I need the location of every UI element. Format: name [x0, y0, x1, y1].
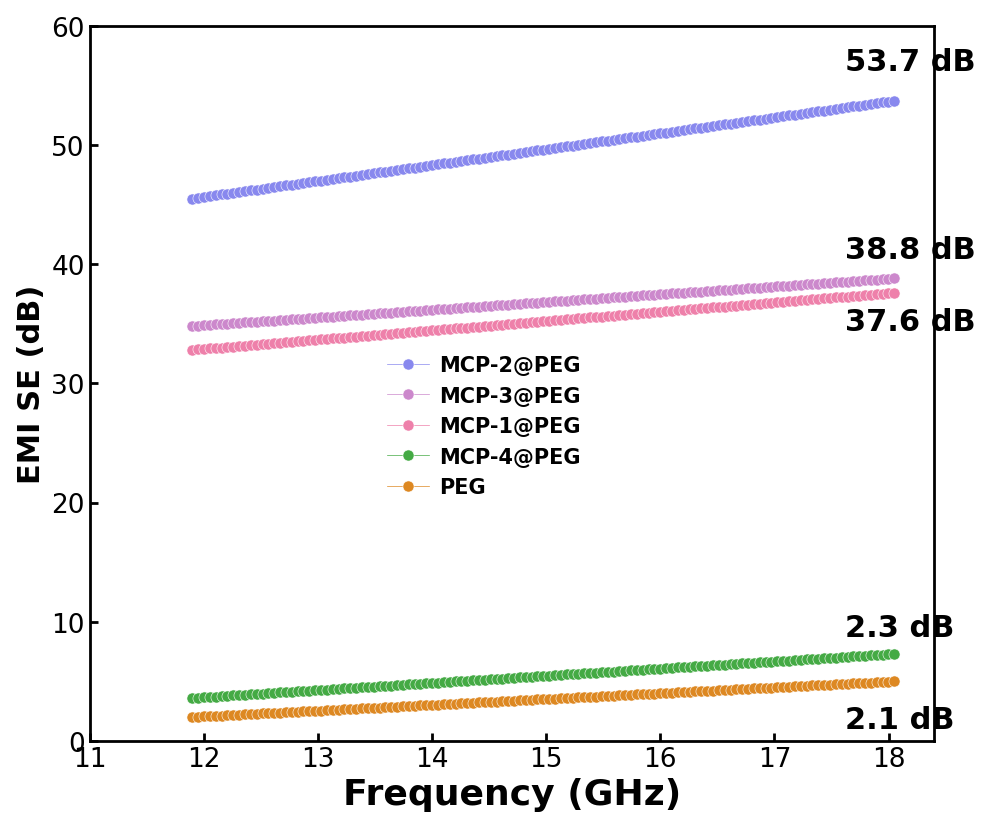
PEG — [257, 709, 269, 719]
Text: 37.6 dB: 37.6 dB — [845, 307, 976, 336]
MCP-1@PEG — [660, 307, 672, 317]
Text: 2.1 dB: 2.1 dB — [845, 705, 955, 734]
Line: PEG: PEG — [187, 676, 900, 723]
MCP-1@PEG — [257, 339, 269, 349]
MCP-4@PEG — [257, 689, 269, 699]
MCP-1@PEG — [485, 321, 497, 331]
MCP-1@PEG — [888, 288, 900, 298]
MCP-2@PEG — [485, 153, 497, 163]
MCP-3@PEG — [660, 290, 672, 300]
MCP-4@PEG — [625, 666, 637, 676]
MCP-3@PEG — [485, 301, 497, 311]
Text: 2.3 dB: 2.3 dB — [845, 614, 955, 643]
MCP-2@PEG — [888, 97, 900, 107]
MCP-2@PEG — [842, 104, 854, 113]
MCP-3@PEG — [842, 277, 854, 287]
PEG — [485, 697, 497, 707]
Line: MCP-1@PEG: MCP-1@PEG — [187, 288, 900, 356]
PEG — [842, 679, 854, 689]
MCP-4@PEG — [842, 652, 854, 662]
MCP-3@PEG — [888, 274, 900, 284]
X-axis label: Frequency (GHz): Frequency (GHz) — [343, 777, 681, 811]
MCP-2@PEG — [186, 195, 198, 205]
PEG — [660, 688, 672, 698]
MCP-4@PEG — [888, 649, 900, 659]
MCP-4@PEG — [186, 693, 198, 703]
PEG — [350, 704, 362, 714]
PEG — [186, 712, 198, 722]
Line: MCP-2@PEG: MCP-2@PEG — [187, 96, 900, 205]
Legend: MCP-2@PEG, MCP-3@PEG, MCP-1@PEG, MCP-4@PEG, PEG: MCP-2@PEG, MCP-3@PEG, MCP-1@PEG, MCP-4@P… — [379, 348, 589, 506]
Y-axis label: EMI SE (dB): EMI SE (dB) — [17, 284, 46, 484]
MCP-1@PEG — [186, 345, 198, 355]
MCP-2@PEG — [350, 171, 362, 181]
MCP-4@PEG — [350, 683, 362, 693]
MCP-3@PEG — [625, 292, 637, 302]
MCP-3@PEG — [257, 317, 269, 327]
MCP-4@PEG — [660, 663, 672, 673]
MCP-2@PEG — [660, 128, 672, 138]
Text: 53.7 dB: 53.7 dB — [845, 48, 976, 77]
Line: MCP-3@PEG: MCP-3@PEG — [187, 273, 900, 332]
PEG — [888, 676, 900, 686]
MCP-2@PEG — [625, 133, 637, 143]
Line: MCP-4@PEG: MCP-4@PEG — [187, 648, 900, 704]
MCP-3@PEG — [350, 310, 362, 320]
MCP-4@PEG — [485, 675, 497, 685]
MCP-3@PEG — [186, 322, 198, 332]
MCP-1@PEG — [625, 310, 637, 320]
MCP-2@PEG — [257, 185, 269, 195]
Text: 38.8 dB: 38.8 dB — [845, 236, 976, 265]
MCP-1@PEG — [842, 292, 854, 302]
MCP-1@PEG — [350, 332, 362, 342]
PEG — [625, 690, 637, 700]
